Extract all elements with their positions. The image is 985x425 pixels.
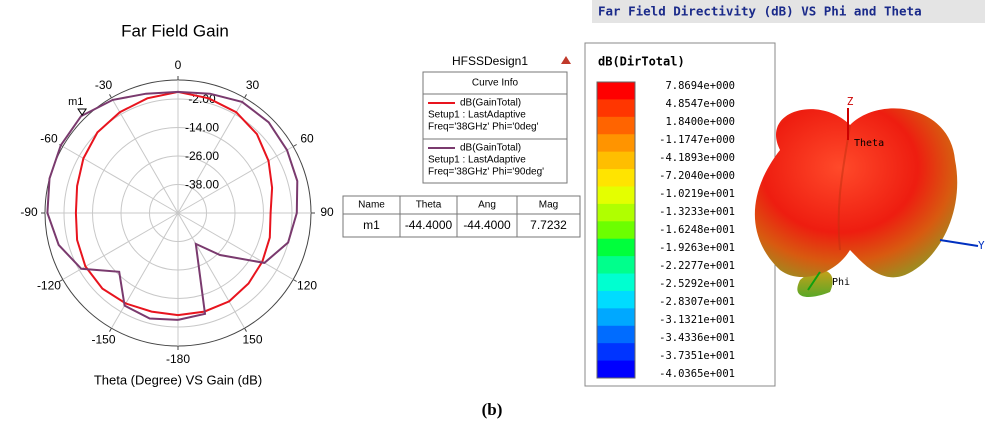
colorbar-label: -3.1321e+001 [659,314,735,326]
color-swatch [597,204,635,222]
angle-tick-label: -150 [91,332,115,346]
axis-name: Phi [832,277,850,288]
legend-icon [561,56,571,64]
angle-tick-label: -60 [40,132,58,146]
legend-setup: Setup1 : LastAdaptive [428,110,526,121]
color-swatch [597,221,635,239]
colorbar-label: 4.8547e+000 [665,98,735,110]
color-swatch [597,117,635,135]
r-tick-label: -26.00 [185,149,219,163]
angle-tick [245,94,247,97]
colorbar: 7.8694e+000 4.8547e+000 1.8400e+000 -1.1747… [597,80,735,380]
color-swatch [597,361,635,379]
colorbar-label: -1.0219e+001 [659,188,735,200]
axis-label: Theta (Degree) VS Gain (dB) [94,372,262,387]
legend-setup: Setup1 : LastAdaptive [428,155,526,166]
colorbar-label: -4.1893e+000 [659,152,735,164]
legend-header: Curve Info [472,78,519,89]
color-swatch [597,186,635,204]
radiation-pattern-3d [755,108,978,297]
spoke [178,213,245,328]
color-swatch [597,308,635,326]
axis-name: Theta [854,138,884,149]
figure: Far Field Gain 0 30 60 90 120 150 -180 -150 -120… [0,0,985,425]
angle-tick-label: -120 [37,279,61,293]
colorbar-label: -7.2040e+000 [659,170,735,182]
colorbar-label: -1.1747e+000 [659,134,735,146]
angle-tick-label: -90 [20,205,38,219]
colorbar-label: -2.2277e+001 [659,260,735,272]
table-cell: m1 [363,218,380,232]
marker-table: Name Theta Ang Mag m1 -44.4000 -44.4000 7.7232 [343,196,580,237]
axis-name: Y [978,239,985,252]
colorbar-label: -2.8307e+001 [659,296,735,308]
color-swatch [597,152,635,170]
colorbar-label: -1.6248e+001 [659,224,735,236]
color-swatch [597,169,635,187]
legend-freq: Freq='38GHz' Phi='0deg' [428,122,539,133]
series-line [47,92,297,320]
color-swatch [597,82,635,100]
y-axis [940,240,978,246]
table-cell: 7.7232 [530,218,567,232]
legend-label: dB(GainTotal) [460,98,521,109]
color-swatch [597,99,635,117]
angle-tick-label: -30 [95,78,113,92]
r-tick-label: -38.00 [185,178,219,192]
color-swatch [597,291,635,309]
color-swatch [597,274,635,292]
polar-plot: 0306090120150-180-150-120-90-60-30-2.00-… [20,58,334,366]
angle-tick-label: 30 [246,78,260,92]
color-swatch [597,256,635,274]
colorbar-title: dB(DirTotal) [598,55,685,69]
angle-tick-label: 0 [175,58,182,72]
r-tick-label: -14.00 [185,121,219,135]
angle-tick [245,328,247,331]
colorbar-label: -3.4336e+001 [659,332,735,344]
spoke [63,147,178,214]
angle-tick-label: 60 [300,132,314,146]
colorbar-label: -1.9263e+001 [659,242,735,254]
spoke [112,98,179,213]
angle-tick [110,328,112,331]
table-header: Name [358,200,385,211]
angle-tick [293,145,296,147]
pattern-surface [755,108,957,277]
colorbar-label: 7.8694e+000 [665,80,735,92]
axis-name: Z [847,95,854,108]
legend-freq: Freq='38GHz' Phi='90deg' [428,167,544,178]
table-header: Theta [416,200,442,211]
color-swatch [597,239,635,257]
chart-title: Far Field Gain [121,21,229,40]
table-cell: -44.4000 [463,218,511,232]
colorbar-label: -1.3233e+001 [659,206,735,218]
color-swatch [597,326,635,344]
color-swatch [597,134,635,152]
colorbar-label: 1.8400e+000 [665,116,735,128]
color-swatch [597,343,635,361]
marker-label: m1 [68,96,83,108]
table-header: Mag [539,200,558,211]
angle-tick-label: 120 [297,279,317,293]
colorbar-label: -3.7351e+001 [659,350,735,362]
table-header: Ang [478,200,496,211]
colorbar-label: -2.5292e+001 [659,278,735,290]
legend-title: HFSSDesign1 [452,54,528,68]
angle-tick-label: 90 [320,205,334,219]
angle-tick [110,94,112,97]
caption: (b) [482,400,503,419]
angle-tick-label: 150 [242,332,262,346]
legend-label: dB(GainTotal) [460,143,521,154]
table-cell: -44.4000 [405,218,453,232]
angle-tick-label: -180 [166,352,190,366]
series-line [76,92,272,315]
panel-title: Far Field Directivity (dB) VS Phi and Th… [598,4,922,19]
colorbar-label: -4.0365e+001 [659,368,735,380]
spoke [112,213,179,328]
